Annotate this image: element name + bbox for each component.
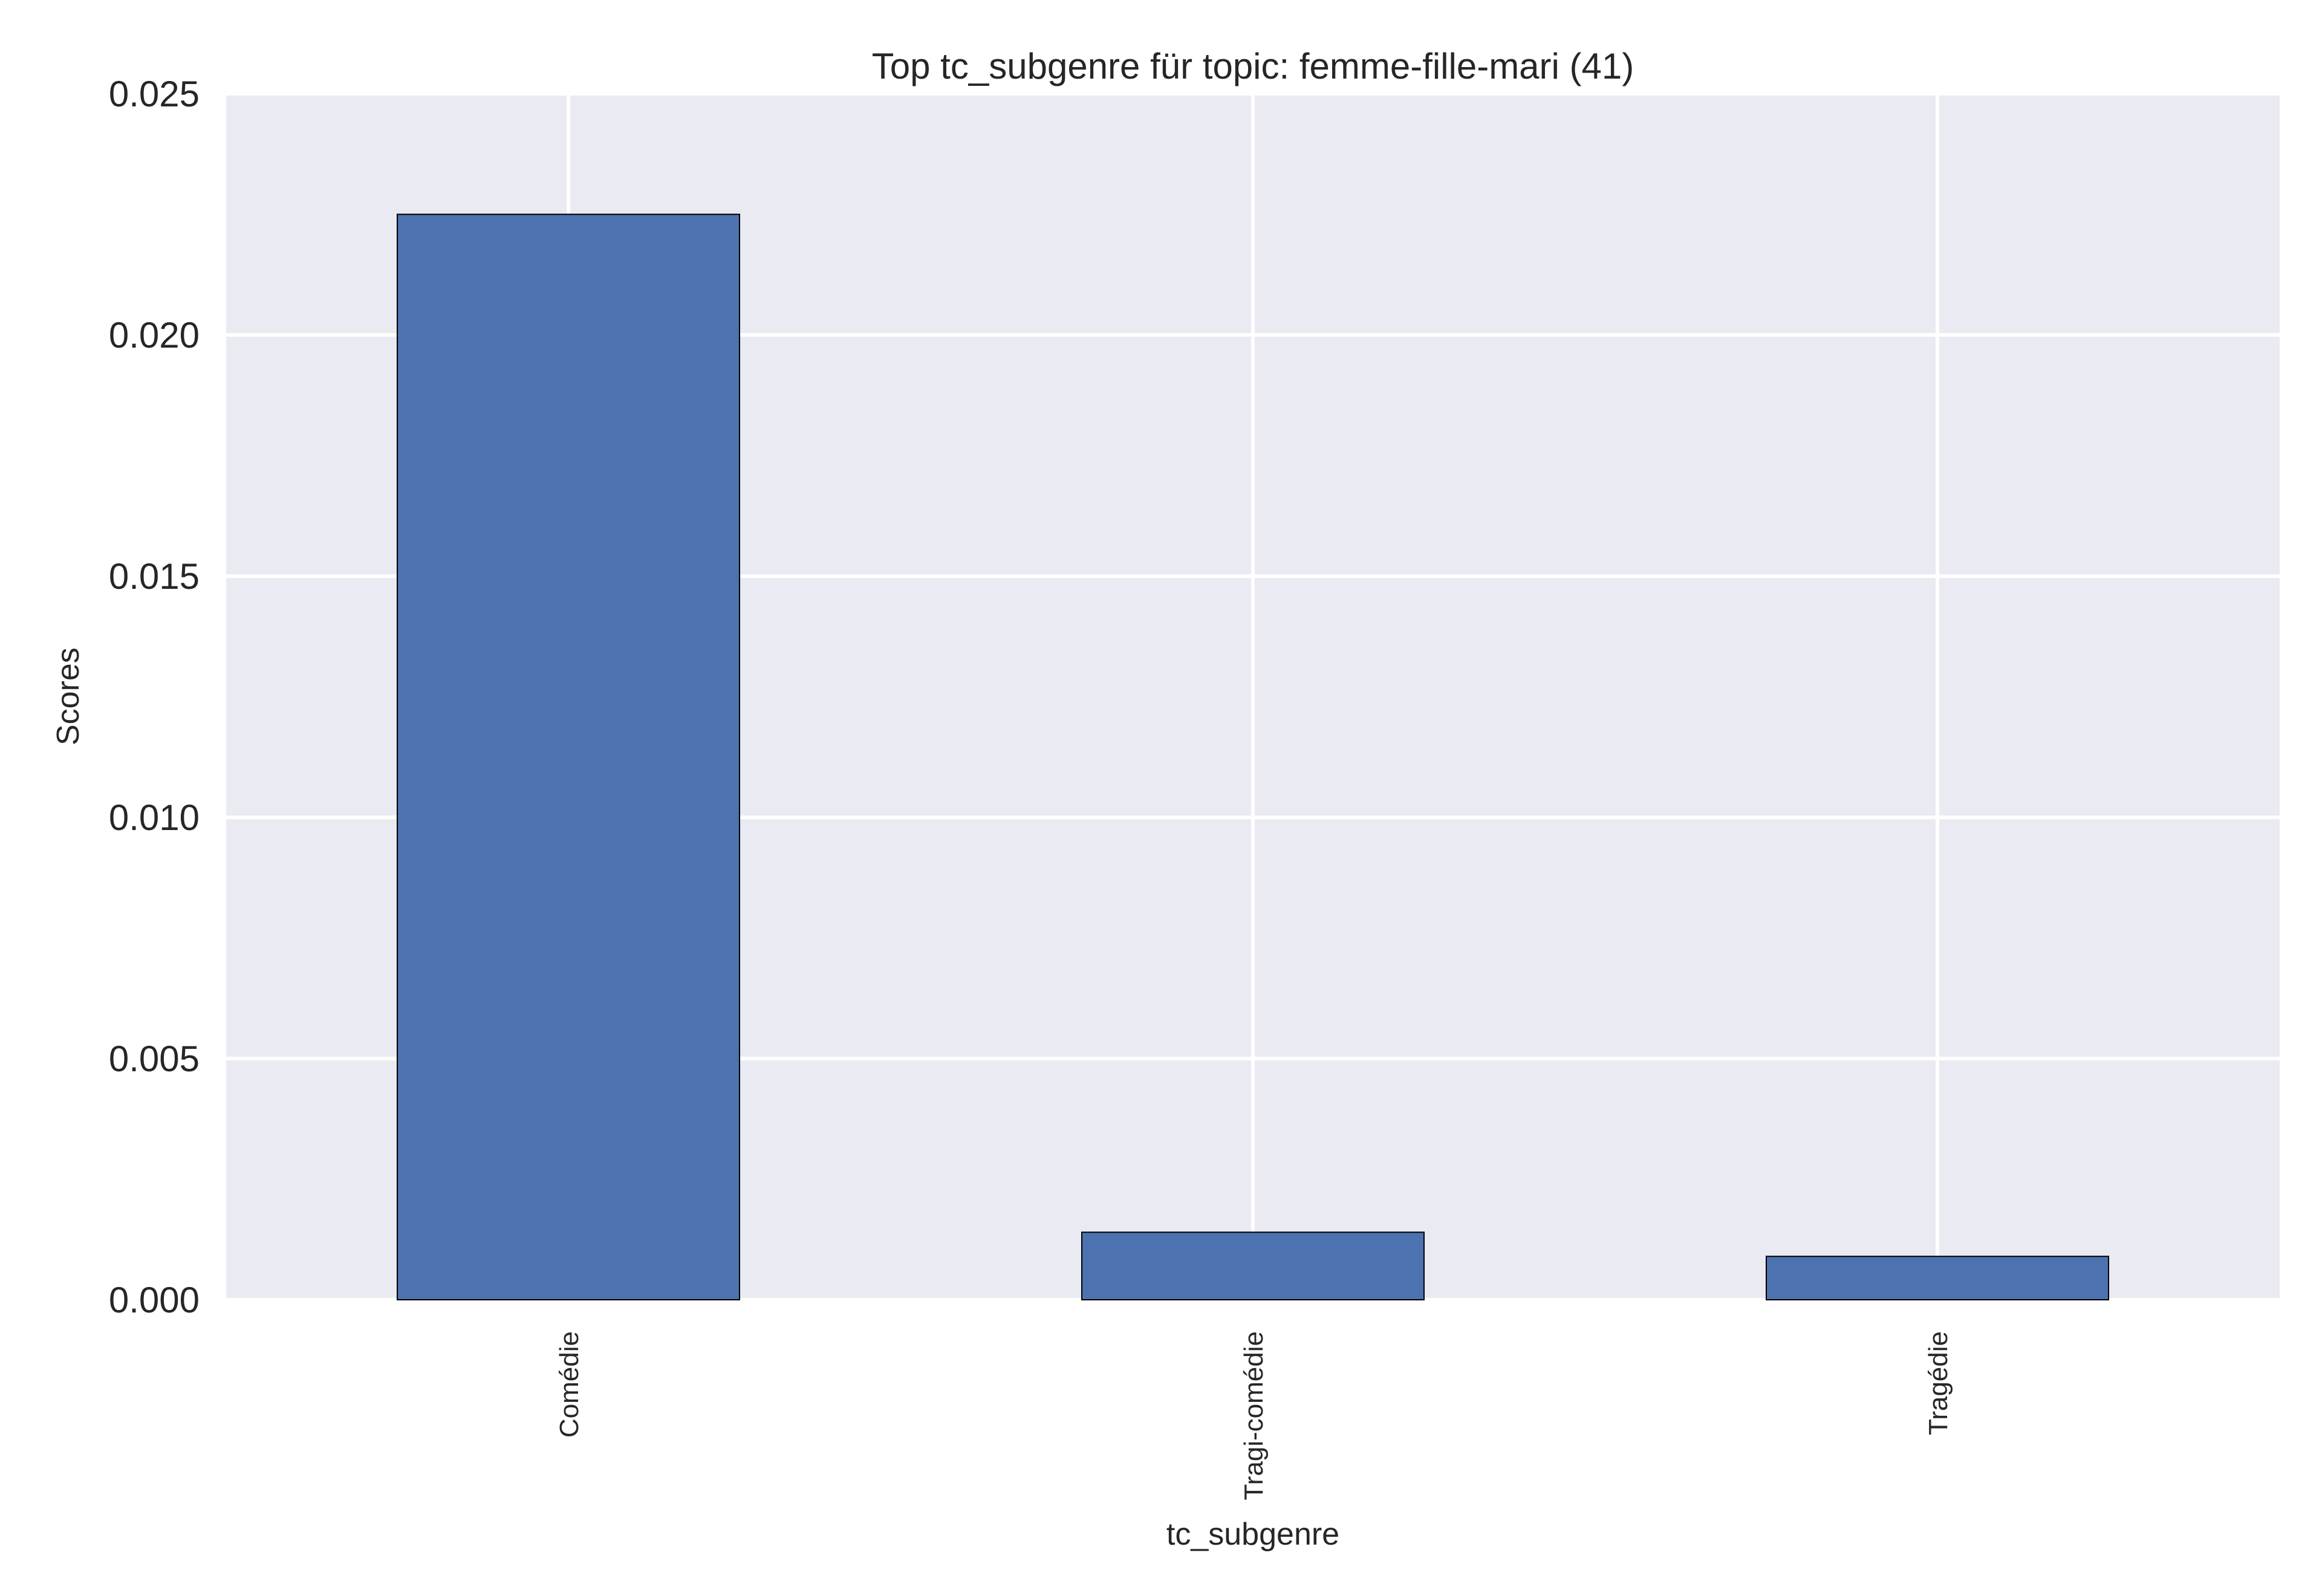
x-tick-label: Tragédie: [1924, 1331, 1953, 1435]
x-tick-labels: Comédie Tragi-comédie Tragédie: [554, 1331, 1953, 1500]
y-axis-label: Scores: [51, 647, 86, 745]
bar-1: [1081, 1231, 1425, 1301]
y-tick-label: 0.015: [109, 556, 200, 597]
y-tick-label: 0.005: [109, 1039, 200, 1079]
bars: [397, 213, 2109, 1301]
y-tick-label: 0.025: [109, 74, 200, 114]
y-tick-label: 0.020: [109, 315, 200, 355]
x-axis-label: tc_subgenre: [1166, 1517, 1339, 1552]
y-tick-label: 0.000: [109, 1280, 200, 1320]
y-tick-label: 0.010: [109, 797, 200, 838]
y-tick-labels: 0.000 0.005 0.010 0.015 0.020 0.025: [109, 74, 200, 1320]
x-tick-label: Tragi-comédie: [1239, 1331, 1269, 1500]
bar-0: [397, 213, 740, 1300]
chart-title: Top tc_subgenre für topic: femme-fille-m…: [872, 46, 1634, 86]
bar-2: [1766, 1256, 2109, 1300]
x-tick-label: Comédie: [554, 1331, 584, 1438]
